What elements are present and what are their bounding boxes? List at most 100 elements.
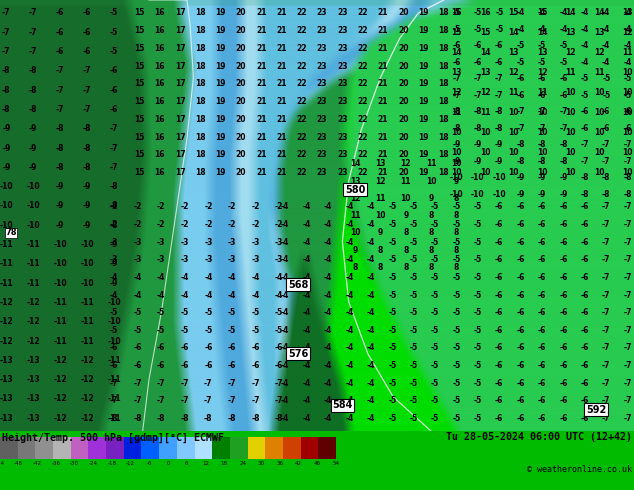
- Text: -6: -6: [110, 343, 119, 352]
- Text: -6: -6: [474, 58, 482, 67]
- Text: -4: -4: [346, 273, 354, 282]
- Text: 20: 20: [398, 26, 408, 35]
- Text: 22: 22: [297, 62, 307, 71]
- Text: -7: -7: [623, 157, 632, 166]
- Text: -5: -5: [410, 326, 418, 335]
- Text: -2: -2: [110, 202, 119, 212]
- Text: -6: -6: [581, 273, 589, 282]
- Text: -6: -6: [581, 379, 589, 388]
- Text: -8: -8: [474, 107, 482, 116]
- Text: -7: -7: [581, 157, 589, 166]
- Text: -7: -7: [83, 66, 91, 75]
- Text: -6: -6: [581, 361, 589, 370]
- Text: 10: 10: [508, 148, 519, 157]
- Text: -7: -7: [517, 123, 525, 133]
- Text: 22: 22: [358, 150, 368, 159]
- Text: -5: -5: [410, 361, 418, 370]
- Text: -6: -6: [83, 28, 91, 37]
- Text: -5: -5: [410, 308, 418, 317]
- Text: 17: 17: [175, 132, 185, 142]
- Text: -4: -4: [281, 220, 290, 229]
- Text: -5: -5: [388, 343, 396, 352]
- Text: 13: 13: [566, 28, 576, 37]
- Text: -7: -7: [204, 396, 212, 405]
- Text: -4: -4: [251, 273, 259, 282]
- Text: -8: -8: [29, 66, 37, 75]
- Text: -5: -5: [388, 379, 396, 388]
- Text: 8: 8: [429, 211, 434, 220]
- Text: -7: -7: [623, 379, 632, 388]
- Text: -6: -6: [110, 361, 119, 370]
- Text: -7: -7: [517, 107, 525, 116]
- Text: 18: 18: [439, 150, 449, 159]
- Text: -10: -10: [27, 201, 40, 210]
- Text: 18: 18: [439, 44, 449, 53]
- Text: -6: -6: [495, 379, 503, 388]
- Text: -2: -2: [181, 202, 189, 212]
- Text: 23: 23: [337, 44, 347, 53]
- Text: -8: -8: [538, 140, 547, 149]
- Text: -12: -12: [27, 317, 40, 326]
- Text: -11: -11: [53, 337, 67, 345]
- Text: 12: 12: [508, 68, 519, 77]
- Text: 14: 14: [566, 8, 576, 18]
- Text: -5: -5: [538, 41, 547, 50]
- Text: -10: -10: [493, 173, 506, 182]
- Text: -6: -6: [538, 255, 547, 264]
- Text: 13: 13: [480, 68, 490, 77]
- Text: 22: 22: [297, 26, 307, 35]
- Text: -4: -4: [366, 308, 375, 317]
- Text: -7: -7: [204, 379, 212, 388]
- Text: 21: 21: [378, 115, 388, 124]
- Text: -7: -7: [275, 396, 283, 405]
- Text: -6: -6: [134, 361, 142, 370]
- Text: -5: -5: [474, 255, 482, 264]
- Text: -7: -7: [623, 291, 632, 299]
- Text: -5: -5: [110, 326, 119, 335]
- Text: -10: -10: [27, 182, 40, 191]
- Text: -6: -6: [581, 220, 589, 229]
- Text: -5: -5: [228, 308, 236, 317]
- Text: -7: -7: [559, 123, 567, 133]
- Text: -6: -6: [495, 291, 503, 299]
- Text: -4: -4: [346, 379, 354, 388]
- Text: -8: -8: [517, 157, 525, 166]
- Text: 20: 20: [236, 8, 246, 18]
- Text: 22: 22: [358, 168, 368, 177]
- Text: -12: -12: [53, 356, 67, 365]
- Text: -4: -4: [346, 414, 354, 423]
- Text: 11: 11: [426, 159, 436, 169]
- Text: -4: -4: [366, 291, 375, 299]
- Text: -3: -3: [181, 255, 189, 264]
- Text: -10: -10: [27, 221, 40, 230]
- Text: -6: -6: [559, 326, 567, 335]
- Text: 16: 16: [480, 8, 490, 18]
- Text: -10: -10: [107, 317, 121, 326]
- Text: -12: -12: [81, 375, 94, 384]
- Text: -6: -6: [517, 255, 525, 264]
- Text: 23: 23: [337, 8, 347, 18]
- Text: 21: 21: [276, 132, 287, 142]
- Text: -7: -7: [495, 91, 503, 100]
- Text: -6: -6: [538, 361, 547, 370]
- Text: -4: -4: [324, 414, 332, 423]
- Text: 8: 8: [454, 263, 459, 272]
- Text: -6: -6: [581, 255, 589, 264]
- Text: -10: -10: [81, 240, 94, 249]
- Text: -5: -5: [452, 414, 461, 423]
- Text: 16: 16: [155, 44, 165, 53]
- Text: -7: -7: [2, 8, 11, 18]
- Text: 20: 20: [398, 62, 408, 71]
- Text: -5: -5: [474, 396, 482, 405]
- Text: 10: 10: [537, 168, 547, 177]
- Text: 14: 14: [537, 28, 547, 37]
- Text: -5: -5: [474, 273, 482, 282]
- Text: 18: 18: [195, 115, 205, 124]
- Text: -13: -13: [0, 356, 13, 365]
- Text: 30: 30: [258, 461, 265, 465]
- Text: 19: 19: [418, 97, 429, 106]
- Text: -3: -3: [110, 238, 119, 246]
- Bar: [195, 437, 212, 460]
- Text: -6: -6: [495, 255, 503, 264]
- Text: -8: -8: [275, 414, 283, 423]
